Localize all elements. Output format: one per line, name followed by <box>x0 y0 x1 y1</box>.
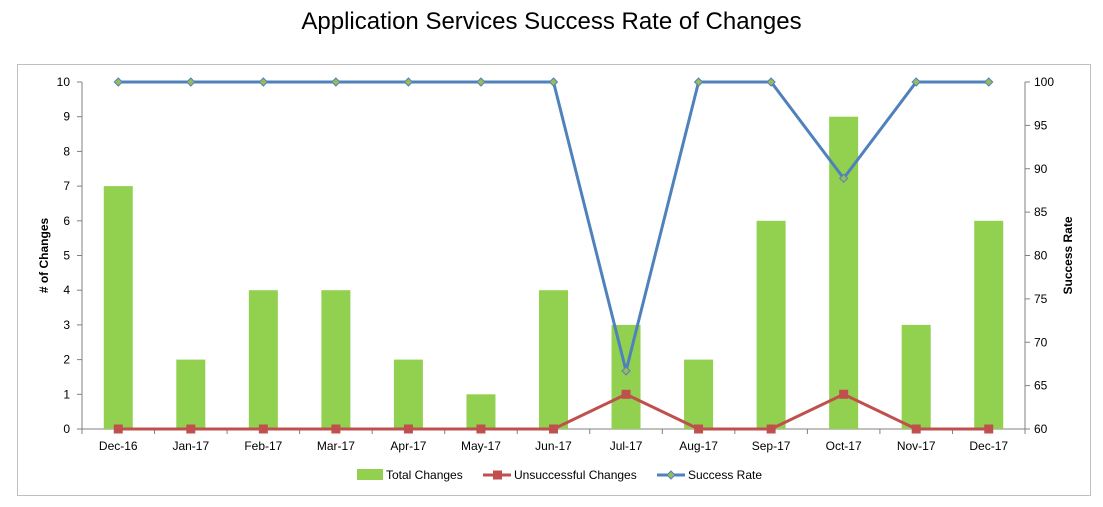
y-tick-label-left: 7 <box>63 179 70 193</box>
marker-unsuccessful-changes <box>403 424 413 434</box>
chart-title: Application Services Success Rate of Cha… <box>301 8 802 35</box>
marker-unsuccessful-changes <box>113 424 123 434</box>
bar-total-changes <box>176 359 206 429</box>
y-tick-label-left: 5 <box>63 249 70 263</box>
chart-frame <box>17 64 1091 496</box>
lines-layer <box>113 77 994 434</box>
marker-unsuccessful-changes <box>258 424 268 434</box>
y-tick-label-left: 9 <box>63 110 70 124</box>
x-tick-label: Jun-17 <box>535 439 572 453</box>
y-tick-label-right: 65 <box>1034 379 1048 393</box>
y-tick-label-right: 75 <box>1034 292 1048 306</box>
bar-total-changes <box>321 290 351 429</box>
marker-success-rate <box>113 77 123 87</box>
x-tick-label: Nov-17 <box>897 439 936 453</box>
bar-total-changes <box>756 220 786 429</box>
y-tick-label-right: 70 <box>1034 335 1048 349</box>
legend-label-success-rate: Success Rate <box>688 468 762 482</box>
x-tick-label: Jan-17 <box>172 439 209 453</box>
marker-success-rate <box>621 366 631 376</box>
bar-total-changes <box>248 290 278 429</box>
bar-total-changes <box>684 359 714 429</box>
x-tick-label: May-17 <box>461 439 501 453</box>
y-tick-label-right: 95 <box>1034 118 1048 132</box>
y-tick-label-left: 4 <box>63 283 70 297</box>
x-tick-label: Aug-17 <box>679 439 718 453</box>
legend-label-unsuccessful-changes: Unsuccessful Changes <box>514 468 637 482</box>
bar-total-changes <box>539 290 568 429</box>
x-tick-label: Mar-17 <box>317 439 355 453</box>
legend-label-total-changes: Total Changes <box>386 468 463 482</box>
y-tick-label-right: 85 <box>1034 205 1048 219</box>
y-tick-label-left: 10 <box>57 75 71 89</box>
y-axis-title-left: # of Changes <box>37 218 51 294</box>
marker-unsuccessful-changes <box>549 424 558 434</box>
marker-unsuccessful-changes <box>476 424 486 434</box>
x-tick-label: Dec-17 <box>969 439 1008 453</box>
marker-success-rate <box>403 77 414 87</box>
marker-unsuccessful-changes <box>766 424 776 434</box>
legend: Total Changes Unsuccessful Changes Success… <box>357 468 762 482</box>
y-tick-label-left: 1 <box>63 387 70 401</box>
marker-success-rate <box>331 77 341 87</box>
labels-layer: 0 1 2 3 4 5 6 7 8 9 10 60 65 70 75 80 85 90 95 100 Dec-16 Jan… <box>37 75 1075 453</box>
y-tick-label-left: 3 <box>63 318 70 332</box>
bar-total-changes <box>829 116 859 429</box>
bar-total-changes <box>466 394 496 429</box>
y-tick-label-right: 100 <box>1034 75 1054 89</box>
bar-total-changes <box>611 324 641 429</box>
marker-unsuccessful-changes <box>694 424 704 434</box>
y-tick-label-left: 2 <box>63 353 70 367</box>
marker-success-rate <box>186 77 196 87</box>
marker-unsuccessful-changes <box>621 389 631 399</box>
bar-total-changes <box>393 359 423 429</box>
legend-marker-success-rate <box>666 470 676 480</box>
marker-success-rate <box>766 77 776 87</box>
y-tick-label-left: 8 <box>63 144 70 158</box>
y-tick-label-left: 0 <box>63 422 70 436</box>
y-axis-title-right: Success Rate <box>1061 216 1075 294</box>
legend-swatch-total-changes <box>357 469 383 480</box>
marker-success-rate <box>838 173 849 183</box>
marker-unsuccessful-changes <box>331 424 341 434</box>
y-tick-label-right: 60 <box>1034 422 1048 436</box>
x-tick-label: Feb-17 <box>244 439 282 453</box>
x-tick-label: Jul-17 <box>610 439 643 453</box>
marker-success-rate <box>984 77 994 87</box>
marker-success-rate <box>548 77 559 87</box>
bar-total-changes <box>901 324 931 429</box>
marker-unsuccessful-changes <box>984 424 994 434</box>
marker-success-rate <box>258 77 269 87</box>
marker-unsuccessful-changes <box>911 424 921 434</box>
bars-layer <box>103 116 1004 429</box>
bar-total-changes <box>103 186 133 429</box>
y-tick-label-left: 6 <box>63 214 70 228</box>
x-tick-label: Apr-17 <box>390 439 426 453</box>
x-tick-label: Dec-16 <box>99 439 138 453</box>
x-tick-label: Oct-17 <box>826 439 862 453</box>
y-tick-label-right: 80 <box>1034 249 1048 263</box>
x-tick-label: Sep-17 <box>752 439 791 453</box>
bar-total-changes <box>974 220 1004 429</box>
marker-success-rate <box>911 77 921 87</box>
marker-unsuccessful-changes <box>186 424 196 434</box>
marker-success-rate <box>693 77 704 87</box>
marker-unsuccessful-changes <box>839 389 849 399</box>
marker-success-rate <box>476 77 486 87</box>
y-tick-label-right: 90 <box>1034 162 1048 176</box>
legend-marker-unsuccessful <box>493 470 502 480</box>
